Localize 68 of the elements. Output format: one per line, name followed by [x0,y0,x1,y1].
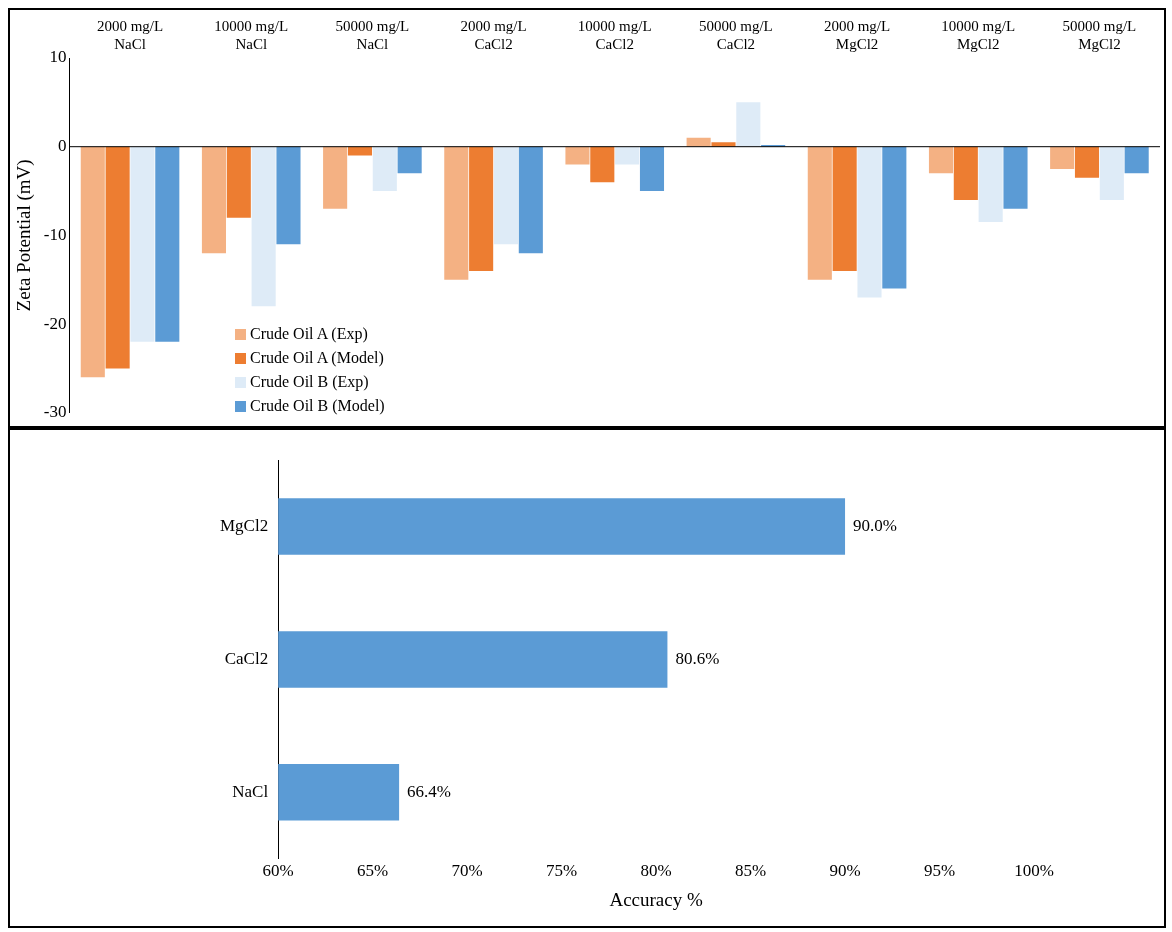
y-tick-label: -10 [43,224,67,244]
bar [1124,146,1149,174]
bar [928,146,954,174]
x-tick-label: 80% [640,861,672,881]
data-label: 80.6% [675,648,720,668]
bar [469,146,494,271]
x-tick-label: 90% [829,861,861,881]
x-tick-label: 100% [1014,861,1054,881]
x-axis-title: Accuracy % [609,888,703,910]
y-tick-label: -30 [43,402,67,422]
x-tick-label: 60% [262,861,294,881]
bar [736,102,761,147]
y-tick-label: 10 [49,47,67,67]
y-tick-label: 0 [57,136,67,156]
bar [493,146,519,245]
x-tick-label: 10000 mg/L MgCl2 [941,17,1016,52]
bar [518,146,543,254]
bar [397,146,422,174]
x-tick-label: 50000 mg/L NaCl [335,17,410,52]
x-tick-label: 2000 mg/L MgCl2 [823,17,891,52]
bar [130,146,155,342]
bar [226,146,251,218]
data-label: 90.0% [853,515,897,535]
x-tick-label: 50000 mg/L CaCl2 [699,17,773,52]
y-axis-title: Zeta Potential (mV) [13,159,36,312]
bar [882,146,907,289]
x-tick-label: 2000 mg/L CaCl2 [460,17,527,52]
bar [251,146,276,307]
bar [953,146,978,200]
bar [323,146,348,209]
bar [155,146,180,342]
y-tick-label: MgCl2 [219,515,269,535]
data-label: 66.4% [407,781,452,801]
bar [276,146,301,245]
bar [444,146,469,280]
x-tick-label: 75% [546,861,578,881]
y-tick-label: NaCl [232,781,269,801]
bar [857,146,882,298]
x-tick-label: 10000 mg/L NaCl [214,17,289,52]
bar [80,146,105,378]
bar [347,146,373,156]
legend-label: Crude Oil A (Model) [250,348,384,369]
bar [201,146,227,254]
x-tick-label: 65% [357,861,389,881]
y-tick-label: CaCl2 [224,648,269,668]
bar [807,146,832,280]
legend-label: Crude Oil A (Exp) [250,324,368,345]
bar [639,146,665,192]
bar [1099,146,1124,200]
y-tick-label: -20 [43,313,67,333]
bar [832,146,857,271]
bar [590,146,615,183]
x-tick-label: 85% [734,861,767,881]
bar [1003,146,1028,209]
bar [565,146,590,165]
bar [372,146,397,192]
bar [978,146,1003,223]
x-tick-label: 95% [923,861,956,881]
legend-label: Crude Oil B (Exp) [250,372,369,393]
x-tick-label: 10000 mg/L CaCl2 [577,17,652,52]
legend-label: Crude Oil B (Model) [250,396,385,417]
x-tick-label: 70% [451,861,483,881]
x-tick-label: 50000 mg/L MgCl2 [1062,17,1137,52]
x-tick-label: 2000 mg/L NaCl [96,17,164,52]
bar [1074,146,1100,178]
bar [615,146,640,165]
bar [1050,146,1075,169]
bar [105,146,130,369]
